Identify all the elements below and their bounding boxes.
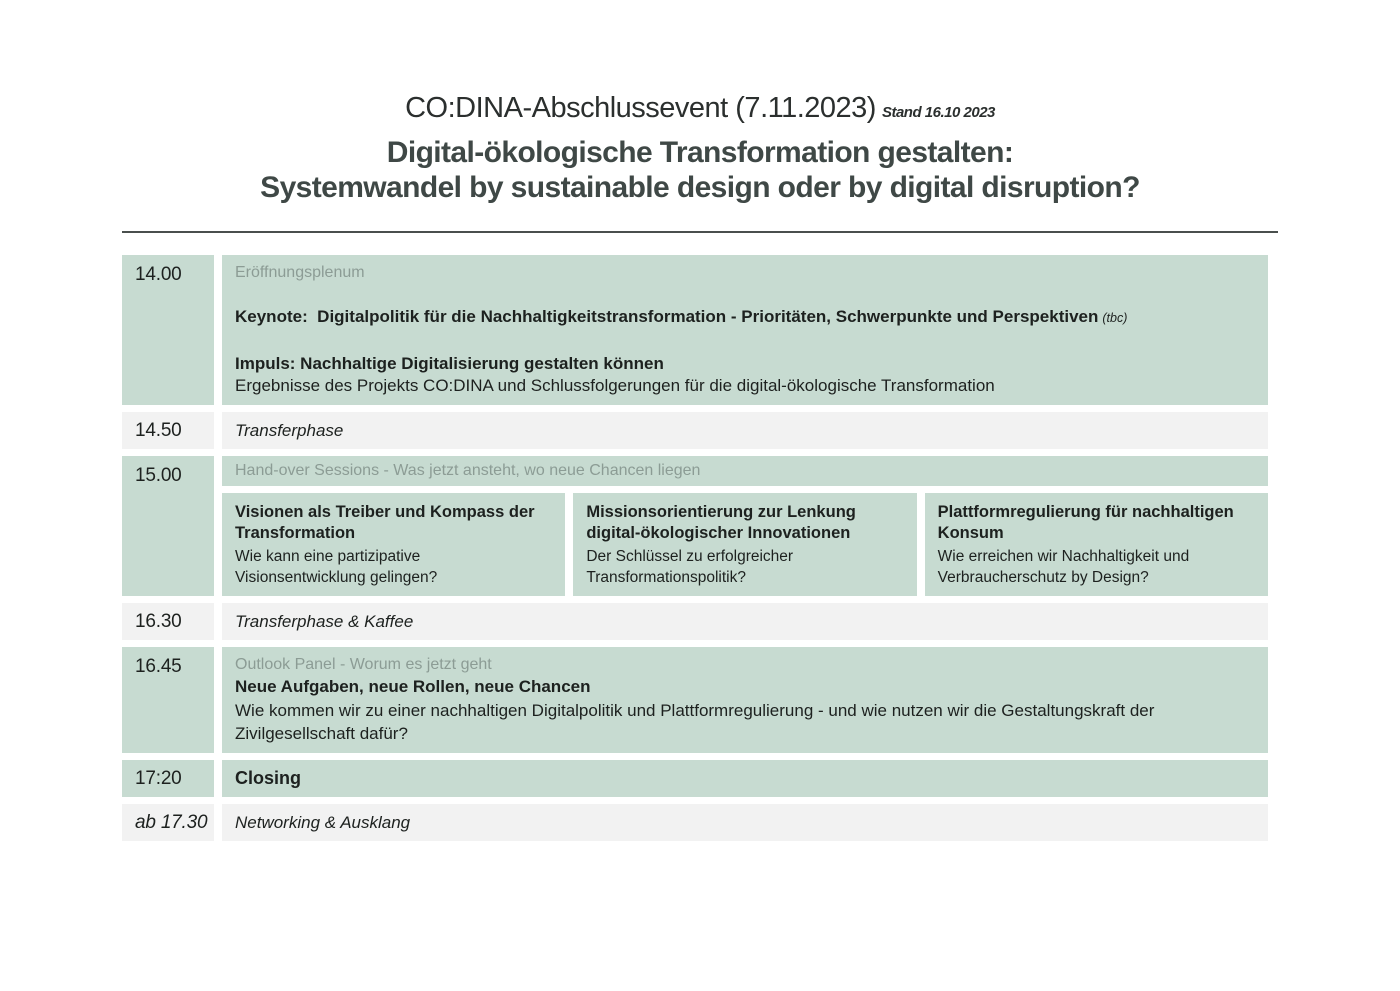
handover-content: Hand-over Sessions - Was jetzt ansteht, …: [222, 456, 1268, 596]
time-cell: 15.00: [122, 456, 214, 596]
header-divider: [122, 231, 1278, 233]
event-subtitle-line1: Digital-ökologische Transformation gesta…: [386, 136, 1014, 169]
transfer-label: Transferphase & Kaffee: [235, 611, 414, 631]
event-title-line: CO:DINA-Abschlussevent (7.11.2023) Stand …: [0, 92, 1400, 125]
schedule-row-closing: 17:20 Closing: [122, 760, 1268, 797]
schedule-row-transfer-2: 16.30 Transferphase & Kaffee: [122, 603, 1268, 640]
closing-label: Closing: [235, 768, 301, 788]
session-content: Outlook Panel - Worum es jetzt geht Neue…: [222, 647, 1268, 753]
schedule-row-transfer-1: 14.50 Transferphase: [122, 412, 1268, 449]
schedule-row-outlook-panel: 16.45 Outlook Panel - Worum es jetzt geh…: [122, 647, 1268, 753]
impuls-description: Ergebnisse des Projekts CO:DINA und Schl…: [235, 376, 995, 395]
schedule-table: 14.00 Eröffnungsplenum Keynote: Digitalp…: [122, 255, 1268, 848]
session-card-plattformregulierung: Plattformregulierung für nachhaltigen Ko…: [924, 493, 1268, 596]
version-note: Stand 16.10 2023: [881, 104, 995, 121]
section-label: Eröffnungsplenum: [235, 264, 365, 281]
time-cell: 16.30: [122, 603, 214, 640]
time-cell: ab 17.30: [122, 804, 214, 841]
tbc-note: (tbc): [1102, 311, 1128, 325]
session-content: Networking & Ausklang: [222, 804, 1268, 841]
session-content: Transferphase: [222, 412, 1268, 449]
keynote-line: Keynote: Digitalpolitik für die Nachhalt…: [235, 306, 1254, 329]
session-content: Eröffnungsplenum Keynote: Digitalpolitik…: [222, 255, 1268, 405]
outlook-description: Wie kommen wir zu einer nachhaltigen Dig…: [235, 701, 1155, 743]
schedule-row-handover-sessions: 15.00 Hand-over Sessions - Was jetzt ans…: [122, 456, 1268, 596]
networking-label: Networking & Ausklang: [235, 812, 411, 832]
event-title: CO:DINA-Abschlussevent (7.11.2023): [405, 92, 876, 124]
time-cell: 17:20: [122, 760, 214, 797]
handover-header: Hand-over Sessions - Was jetzt ansteht, …: [222, 456, 1268, 486]
section-label: Hand-over Sessions - Was jetzt ansteht, …: [235, 462, 701, 479]
schedule-row-opening-plenum: 14.00 Eröffnungsplenum Keynote: Digitalp…: [122, 255, 1268, 405]
schedule-row-networking: ab 17.30 Networking & Ausklang: [122, 804, 1268, 841]
time-cell: 14.50: [122, 412, 214, 449]
event-subtitle-line2: Systemwandel by sustainable design oder …: [260, 171, 1140, 204]
session-description: Der Schlüssel zu erfolgreicher Transform…: [586, 548, 794, 586]
outlook-title: Neue Aufgaben, neue Rollen, neue Chancen: [235, 677, 591, 696]
time-cell: 14.00: [122, 255, 214, 405]
session-content: Transferphase & Kaffee: [222, 603, 1268, 640]
session-title: Missionsorientierung zur Lenkung digital…: [586, 503, 856, 542]
session-content: Closing: [222, 760, 1268, 797]
page-header: CO:DINA-Abschlussevent (7.11.2023) Stand …: [0, 0, 1400, 233]
session-description: Wie kann eine partizipative Visionsentwi…: [235, 548, 438, 586]
session-card-missionsorientierung: Missionsorientierung zur Lenkung digital…: [573, 493, 917, 596]
session-description: Wie erreichen wir Nachhaltigkeit und Ver…: [937, 548, 1190, 586]
keynote-title: Keynote: Digitalpolitik für die Nachhalt…: [235, 307, 1099, 326]
section-label: Outlook Panel - Worum es jetzt geht: [235, 656, 492, 673]
session-title: Visionen als Treiber und Kompass der Tra…: [235, 503, 535, 542]
impuls-title: Impuls: Nachhaltige Digitalisierung gest…: [235, 354, 664, 373]
time-cell: 16.45: [122, 647, 214, 753]
parallel-sessions: Visionen als Treiber und Kompass der Tra…: [222, 493, 1268, 596]
session-card-visionen: Visionen als Treiber und Kompass der Tra…: [222, 493, 566, 596]
transfer-label: Transferphase: [235, 420, 344, 440]
session-title: Plattformregulierung für nachhaltigen Ko…: [937, 503, 1234, 542]
